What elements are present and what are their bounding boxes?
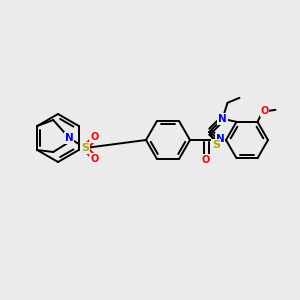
Text: O: O [90, 132, 98, 142]
Text: O: O [202, 155, 210, 165]
Text: O: O [90, 154, 98, 164]
Text: O: O [260, 106, 268, 116]
Text: S: S [81, 143, 89, 153]
Text: N: N [218, 114, 227, 124]
Text: N: N [216, 134, 224, 144]
Text: N: N [65, 133, 74, 143]
Text: S: S [212, 140, 220, 150]
